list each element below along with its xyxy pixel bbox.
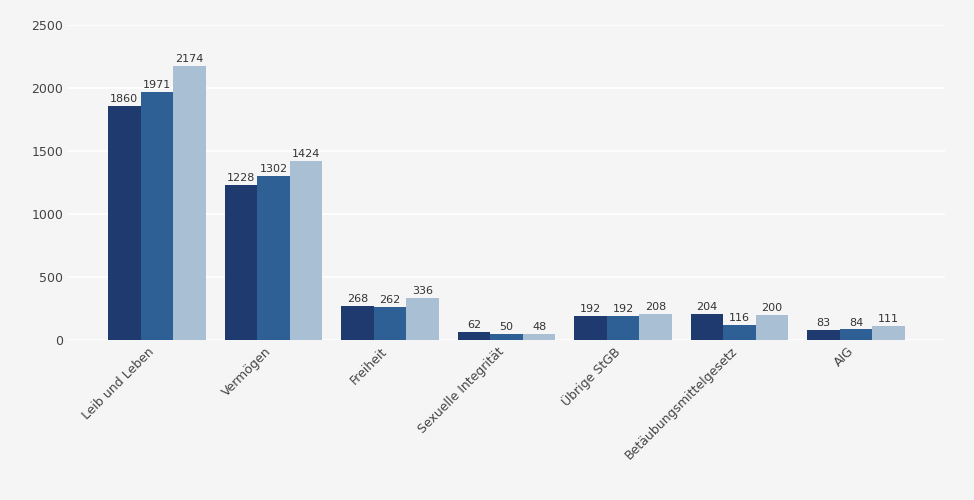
Bar [873,326,905,340]
Bar [723,326,756,340]
Text: 268: 268 [347,294,368,304]
Bar [840,330,873,340]
Text: 1424: 1424 [292,148,320,158]
Bar [490,334,523,340]
Text: 336: 336 [412,286,433,296]
Bar [257,176,290,340]
Text: 1860: 1860 [110,94,138,104]
Bar [406,298,439,340]
Text: 50: 50 [500,322,513,332]
Bar [756,315,788,340]
Text: 192: 192 [613,304,634,314]
Bar [807,330,840,340]
Text: 204: 204 [696,302,718,312]
Bar [639,314,672,340]
Text: 83: 83 [816,318,831,328]
Text: 208: 208 [645,302,666,312]
Text: 192: 192 [580,304,601,314]
Bar [523,334,555,340]
Bar [458,332,490,340]
Text: 116: 116 [729,314,750,324]
Text: 1228: 1228 [227,174,255,184]
Text: 1971: 1971 [143,80,171,90]
Bar [341,306,374,340]
Bar [173,66,206,340]
Text: 84: 84 [849,318,863,328]
Bar [108,106,140,340]
Bar [140,92,173,340]
Text: 200: 200 [762,303,783,313]
Text: 48: 48 [532,322,546,332]
Bar [607,316,639,340]
Text: 1302: 1302 [259,164,287,174]
Bar [290,160,322,340]
Text: 62: 62 [467,320,481,330]
Bar [691,314,723,340]
Text: 262: 262 [379,295,400,305]
Bar [374,307,406,340]
Text: 2174: 2174 [175,54,204,64]
Bar [574,316,607,340]
Text: 111: 111 [879,314,899,324]
Bar [225,186,257,340]
